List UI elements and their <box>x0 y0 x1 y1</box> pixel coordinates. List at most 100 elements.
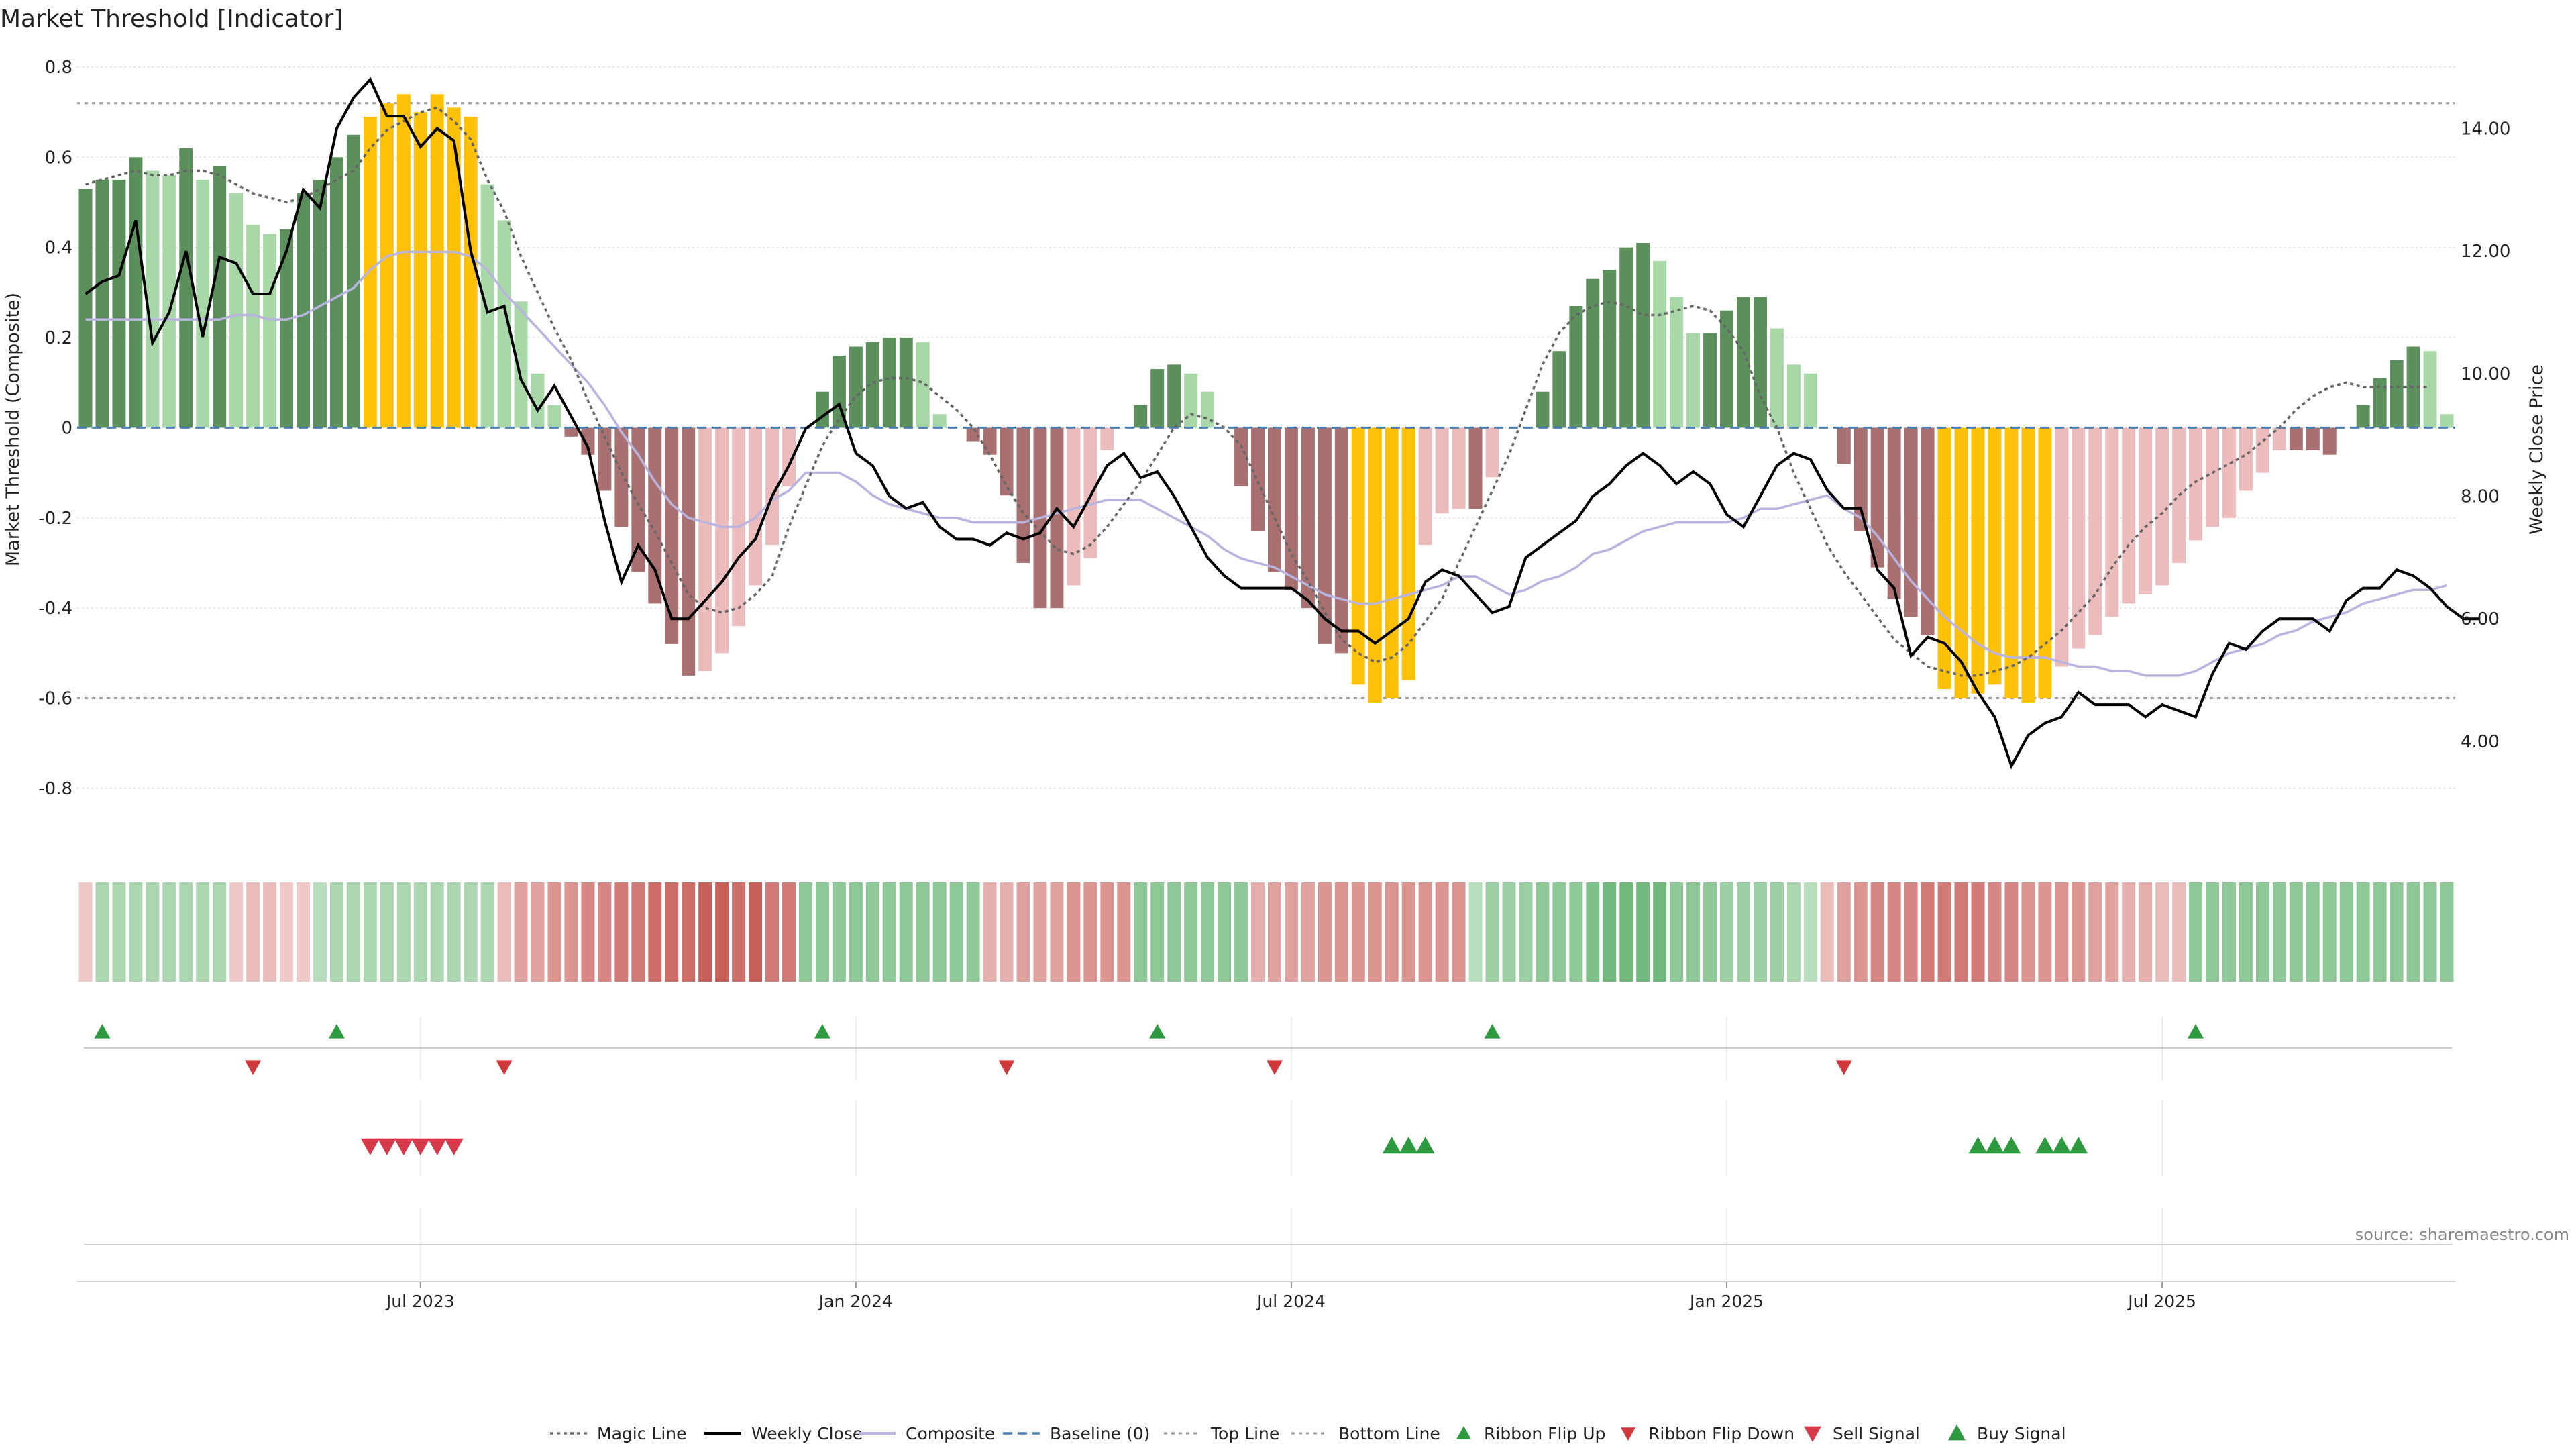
ribbon-flip-up-marker <box>814 1024 830 1039</box>
histogram-bar <box>1067 427 1081 586</box>
histogram-bar <box>631 427 645 572</box>
ribbon-cell <box>916 882 930 982</box>
legend-label: Buy Signal <box>1977 1424 2066 1443</box>
ribbon-cell <box>179 882 193 982</box>
histogram-bar <box>2189 427 2203 541</box>
ribbon-cell <box>1854 882 1868 982</box>
histogram-bar <box>1351 427 1365 685</box>
legend-swatch-sell <box>1804 1426 1821 1442</box>
buy-sell-markers <box>360 1137 2088 1155</box>
ribbon-cell <box>1334 882 1348 982</box>
histogram-bar <box>2423 351 2437 428</box>
ribbon-flip-up-marker <box>1149 1024 1166 1039</box>
y-tick-label: 0.4 <box>45 238 72 258</box>
ribbon-cell <box>2255 882 2269 982</box>
ribbon-cell <box>213 882 227 982</box>
ribbon-cell <box>1753 882 1767 982</box>
histogram-bar <box>112 179 126 428</box>
ribbon-flip-markers <box>94 1024 2204 1075</box>
ribbon-cell <box>447 882 461 982</box>
ribbon-cell <box>497 882 511 982</box>
histogram-bar <box>614 427 629 527</box>
ribbon-cell <box>1318 882 1332 982</box>
histogram-bar <box>1267 427 1281 572</box>
ribbon-cell <box>1954 882 1968 982</box>
sell-signal-marker <box>394 1138 413 1155</box>
ribbon-cell <box>1803 882 1817 982</box>
sell-signal-marker <box>427 1138 447 1155</box>
ribbon-cell <box>732 882 746 982</box>
histogram-bar <box>899 338 913 428</box>
y-axis-label: Market Threshold (Composite) <box>3 293 23 566</box>
histogram-bar <box>1368 427 1382 703</box>
histogram-bar <box>329 157 343 428</box>
histogram-bar <box>1837 427 1851 464</box>
histogram-bar <box>213 166 227 428</box>
ribbon-cell <box>1301 882 1315 982</box>
ribbon-cell <box>815 882 829 982</box>
legend-label: Baseline (0) <box>1050 1424 1150 1443</box>
histogram-bar <box>78 189 93 428</box>
ribbon-cell <box>1150 882 1165 982</box>
histogram-bar <box>648 427 662 604</box>
histogram-bar <box>280 229 294 428</box>
ribbon-cell <box>932 882 947 982</box>
histogram-bar <box>1988 427 2002 685</box>
y-tick-label: -0.2 <box>38 509 72 529</box>
ribbon-cell <box>2390 882 2404 982</box>
ribbon-cell <box>363 882 377 982</box>
ribbon-cell <box>849 882 863 982</box>
histogram-bar <box>464 116 478 428</box>
legend-swatch-flip-down <box>1621 1427 1635 1441</box>
y-tick-label: -0.8 <box>38 779 72 799</box>
ribbon-cell <box>2055 882 2069 982</box>
ribbon-flip-down-marker <box>998 1060 1015 1075</box>
histogram-bar <box>2356 405 2370 428</box>
ribbon-cell <box>832 882 846 982</box>
ribbon-flip-up-marker <box>94 1024 111 1039</box>
histogram-bar <box>2038 427 2052 698</box>
histogram-bar <box>1134 405 1148 428</box>
ribbon-cell <box>162 882 176 982</box>
ribbon-cell <box>983 882 997 982</box>
ribbon-strip <box>78 882 2454 982</box>
ribbon-cell <box>2004 882 2019 982</box>
ribbon-cell <box>1351 882 1365 982</box>
ribbon-cell <box>313 882 327 982</box>
histogram-bar <box>2255 427 2269 473</box>
histogram-bar <box>2206 427 2219 527</box>
ribbon-cell <box>2356 882 2370 982</box>
histogram-bar <box>682 427 696 676</box>
ribbon-cell <box>2122 882 2136 982</box>
x-tick-label: Jan 2024 <box>818 1292 893 1311</box>
ribbon-cell <box>1267 882 1281 982</box>
ribbon-cell <box>2105 882 2119 982</box>
histogram-bar <box>313 179 327 428</box>
ribbon-cell <box>1418 882 1432 982</box>
x-tick-label: Jul 2024 <box>1256 1292 1326 1311</box>
ribbon-cell <box>1016 882 1030 982</box>
histogram-bar <box>1016 427 1030 563</box>
histogram-bar <box>1686 333 1701 428</box>
ribbon-cell <box>1988 882 2002 982</box>
ribbon-cell <box>1401 882 1415 982</box>
histogram-bars <box>78 94 2454 703</box>
ribbon-cell <box>346 882 360 982</box>
histogram-bar <box>179 148 193 428</box>
ribbon-cell <box>329 882 343 982</box>
ribbon-flip-up-marker <box>2188 1024 2204 1039</box>
ribbon-cell <box>966 882 980 982</box>
ribbon-cell <box>1686 882 1701 982</box>
histogram-bar <box>1083 427 1097 559</box>
histogram-bar <box>547 405 561 428</box>
legend-swatch-flip-up <box>1456 1426 1471 1439</box>
ribbon-cell <box>1435 882 1449 982</box>
histogram-bar <box>849 346 863 428</box>
ribbon-cell <box>1234 882 1248 982</box>
ribbon-cell <box>1552 882 1566 982</box>
histogram-bar <box>916 342 930 428</box>
ribbon-cell <box>1887 882 1901 982</box>
ribbon-cell <box>1502 882 1516 982</box>
ribbon-cell <box>2155 882 2169 982</box>
